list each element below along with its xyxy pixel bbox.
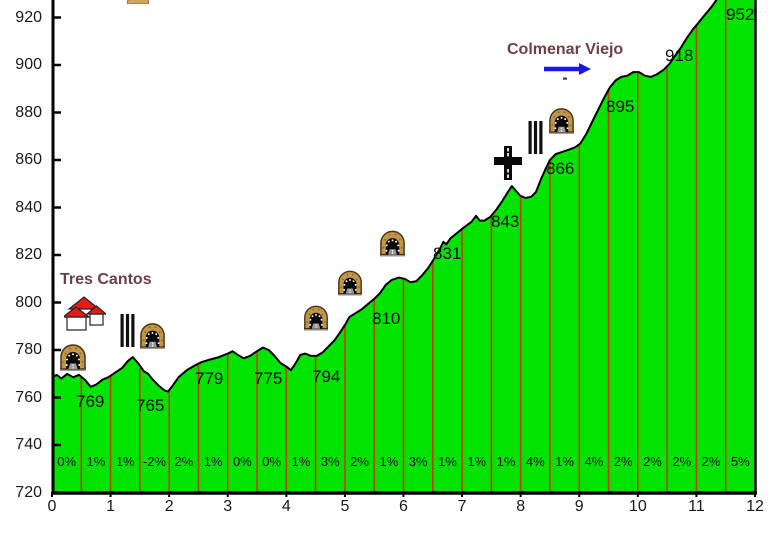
x-tick-label: 6 <box>399 498 408 515</box>
direction-arrow-icon <box>543 62 592 80</box>
x-tick-label: 2 <box>164 498 174 515</box>
y-tick-label: 920 <box>15 8 42 26</box>
y-tick-label: 840 <box>15 198 42 216</box>
tunnel-icon <box>138 321 167 349</box>
x-tick-label: 7 <box>457 498 467 515</box>
gradient-label: 1% <box>203 454 223 469</box>
gradient-label: 2% <box>350 454 369 469</box>
elevation-label: 952 <box>726 5 755 24</box>
elevation-label: 831 <box>433 244 462 263</box>
cropped-icon <box>127 0 149 4</box>
gradient-label: 2% <box>672 454 692 469</box>
gradient-label: 2% <box>174 454 194 469</box>
gradient-label: 1% <box>555 454 574 469</box>
y-tick-label: 860 <box>15 151 42 168</box>
elevation-label: 843 <box>491 212 520 231</box>
town-label-end: Colmenar Viejo <box>507 41 624 58</box>
elevation-label: 779 <box>195 369 224 388</box>
elevation-label: 765 <box>136 396 165 415</box>
gradient-label: 3% <box>408 454 428 469</box>
gradient-label: 1% <box>438 454 457 469</box>
x-tick-label: 11 <box>688 498 705 515</box>
y-tick-label: 820 <box>15 246 42 263</box>
tunnel-icon <box>547 106 576 134</box>
gradient-label: 2% <box>701 454 721 469</box>
gradient-label: 4% <box>584 454 604 469</box>
y-tick-label: 720 <box>15 483 42 501</box>
gradient-label: 0% <box>57 454 77 469</box>
x-tick-label: 1 <box>106 498 116 515</box>
gradient-label: 2% <box>613 454 633 469</box>
x-tick-label: 12 <box>746 498 764 515</box>
gradient-label: 4% <box>525 454 545 469</box>
y-tick-label: 900 <box>15 56 42 73</box>
tunnel-icon <box>302 303 330 331</box>
x-tick-label: 5 <box>340 498 350 515</box>
railway-crossing-icon <box>120 314 135 347</box>
x-tick-label: 3 <box>223 498 233 515</box>
x-tick-label: 10 <box>628 498 647 515</box>
elevation-label: 866 <box>546 159 575 178</box>
road-crossing-icon <box>494 146 522 180</box>
gradient-label: 1% <box>496 454 516 469</box>
gradient-label: -2% <box>142 454 167 469</box>
elevation-label: 918 <box>665 46 694 65</box>
gradient-label: 1% <box>379 454 399 469</box>
elevation-label: 794 <box>312 367 341 386</box>
gradient-label: 1% <box>86 454 106 469</box>
town-icon <box>64 296 106 331</box>
gradient-label: 1% <box>115 454 135 469</box>
gradient-label: 0% <box>262 454 282 469</box>
x-tick-label: 4 <box>281 498 291 515</box>
y-tick-label: 740 <box>15 436 42 453</box>
y-tick-label: 800 <box>15 293 42 311</box>
tunnel-icon <box>58 342 88 371</box>
y-tick-label: 880 <box>15 103 42 121</box>
elevation-label: 895 <box>606 97 635 116</box>
town-label-start: Tres Cantos <box>60 271 152 288</box>
gradient-label: 3% <box>320 454 340 469</box>
x-tick-label: 9 <box>574 498 584 515</box>
tunnel-icon <box>378 227 407 258</box>
elevation-label: 810 <box>372 309 401 328</box>
x-tick-label: 0 <box>47 498 57 515</box>
railway-crossing-icon <box>528 121 543 154</box>
gradient-label: 1% <box>291 454 311 469</box>
x-tick-label: 8 <box>516 498 526 515</box>
elevation-label: 769 <box>76 392 105 411</box>
gradient-label: 5% <box>730 454 750 469</box>
gradient-label: 2% <box>643 454 662 469</box>
profile-line <box>51 0 718 393</box>
gradient-label: 0% <box>232 454 252 469</box>
gradient-label: 1% <box>467 454 487 469</box>
y-tick-label: 760 <box>15 388 42 406</box>
tunnel-icon <box>336 268 364 296</box>
y-tick-label: 780 <box>15 341 42 358</box>
elevation-label: 775 <box>254 369 283 388</box>
